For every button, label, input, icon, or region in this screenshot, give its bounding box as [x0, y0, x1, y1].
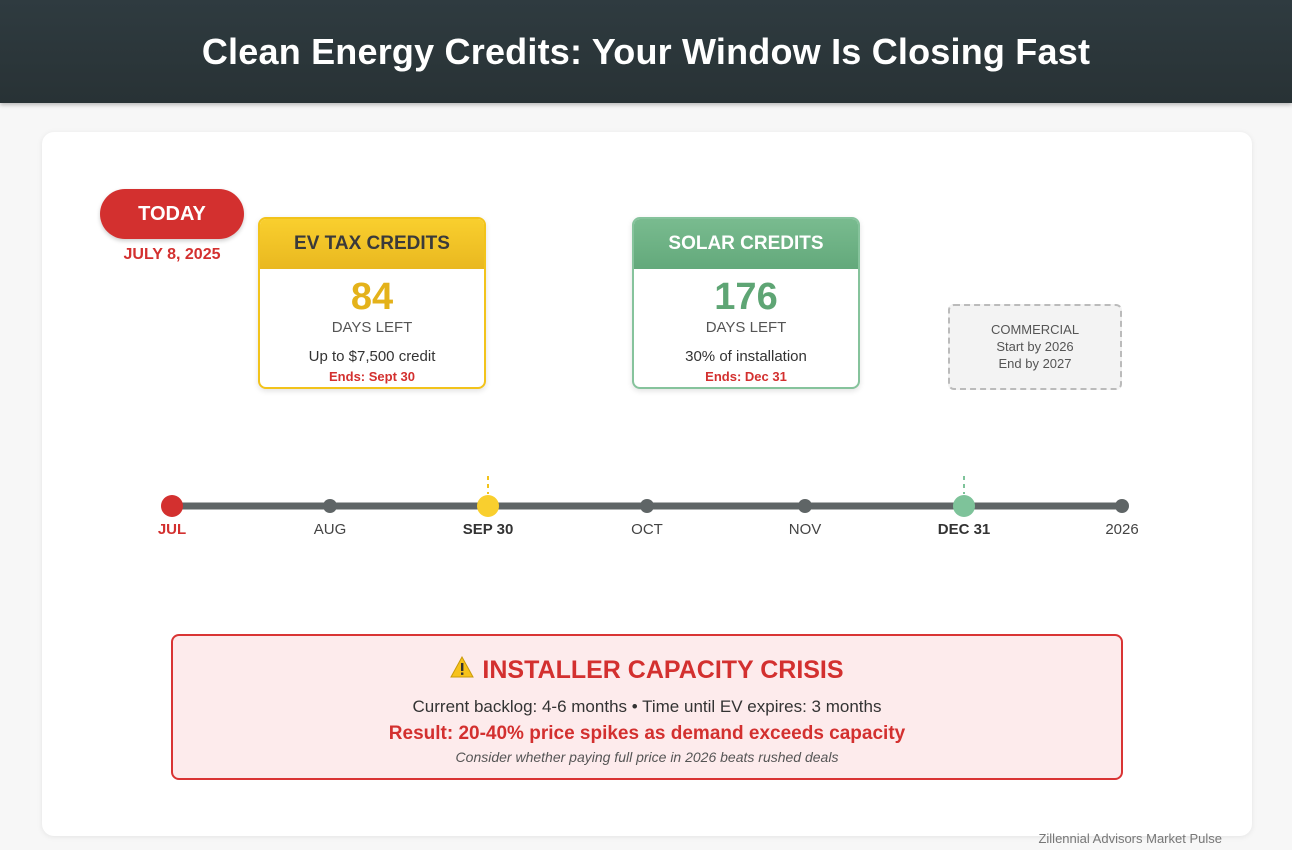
- commercial-end: End by 2027: [998, 356, 1072, 371]
- ev-days-label: DAYS LEFT: [331, 319, 413, 336]
- timeline-label-nov: NOV: [788, 521, 822, 538]
- commercial-title: COMMERCIAL: [990, 322, 1080, 337]
- ev-credit-title: EV TAX CREDITS: [260, 219, 484, 269]
- timeline-label-sep30: SEP 30: [462, 521, 514, 538]
- solar-days-label: DAYS LEFT: [705, 319, 787, 336]
- timeline-dot-sep30: [477, 495, 499, 517]
- timeline-dot-dec31: [953, 495, 975, 517]
- timeline-label-oct: OCT: [631, 521, 663, 538]
- timeline-label-2026: 2026: [1105, 521, 1139, 538]
- ev-credit-card: EV TAX CREDITS 84 DAYS LEFT Up to $7,500…: [258, 217, 486, 389]
- installer-crisis-callout: INSTALLER CAPACITY CRISIS Current backlo…: [171, 634, 1123, 780]
- crisis-backlog-text: Current backlog: 4-6 months • Time until…: [412, 697, 882, 716]
- page-title: Clean Energy Credits: Your Window Is Clo…: [201, 30, 1091, 72]
- ev-days-count: 84: [350, 276, 394, 318]
- solar-days-count: 176: [714, 276, 778, 318]
- ev-credit-end-date: Ends: Sept 30: [329, 369, 415, 384]
- timeline-label-dec31: DEC 31: [937, 521, 991, 538]
- solar-credit-end-date: Ends: Dec 31: [705, 369, 787, 384]
- ev-credit-detail: Up to $7,500 credit: [308, 348, 436, 365]
- timeline-label-jul: JUL: [157, 521, 187, 538]
- today-badge: TODAY: [100, 189, 244, 239]
- commercial-credit-card: COMMERCIAL Start by 2026 End by 2027: [948, 304, 1122, 390]
- page-header: Clean Energy Credits: Your Window Is Clo…: [0, 0, 1292, 103]
- timeline-dot-nov: [798, 499, 812, 513]
- timeline-dot-jul: [161, 495, 183, 517]
- crisis-title: INSTALLER CAPACITY CRISIS: [482, 656, 844, 684]
- warning-icon: [450, 655, 475, 685]
- solar-credit-title: SOLAR CREDITS: [634, 219, 858, 269]
- timeline-label-aug: AUG: [313, 521, 347, 538]
- solar-credit-detail: 30% of installation: [685, 348, 807, 365]
- crisis-note-text: Consider whether paying full price in 20…: [455, 749, 839, 765]
- commercial-start: Start by 2026: [996, 339, 1074, 354]
- today-date: JULY 8, 2025: [123, 246, 221, 263]
- timeline-dot-2026: [1115, 499, 1129, 513]
- timeline-dot-aug: [323, 499, 337, 513]
- footer-credit: Zillennial Advisors Market Pulse: [1038, 831, 1222, 846]
- timeline-dot-oct: [640, 499, 654, 513]
- crisis-result-text: Result: 20-40% price spikes as demand ex…: [388, 723, 906, 744]
- solar-credit-card: SOLAR CREDITS 176 DAYS LEFT 30% of insta…: [632, 217, 860, 389]
